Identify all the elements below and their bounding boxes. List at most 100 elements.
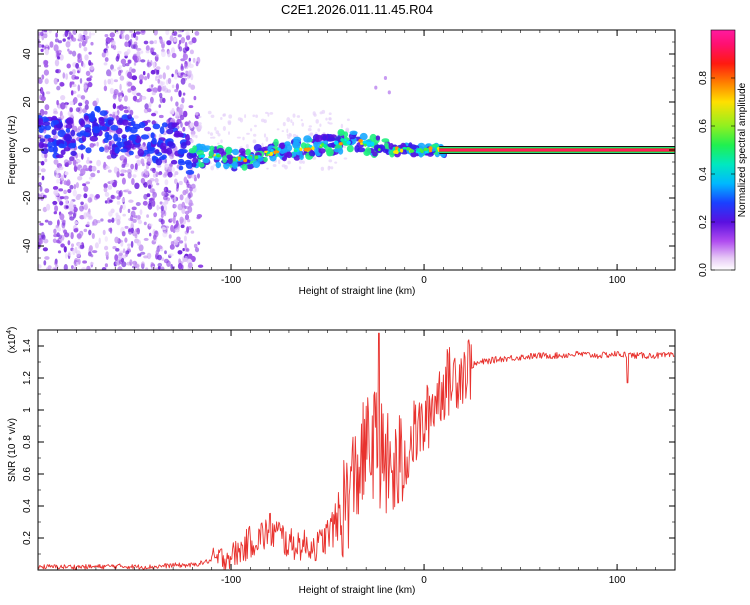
spectrogram-track-blob (181, 149, 188, 154)
spectrogram-noise-dot (61, 221, 66, 229)
spectrogram-noise-dot (123, 109, 129, 114)
spectrogram-noise-dot (40, 168, 46, 173)
spectrogram-noise-dot (79, 244, 85, 250)
spectrogram-noise-dot (172, 216, 176, 224)
spectrogram-noise-dot (319, 111, 323, 115)
spectrogram-noise-dot (58, 234, 62, 239)
spectrogram-noise-dot (150, 84, 154, 88)
spectrogram-noise-dot (120, 173, 125, 177)
spectrogram-noise-dot (90, 172, 96, 178)
spectrogram-noise-dot (84, 35, 90, 40)
spectrogram-panel: -100 0 100 -40 -20 0 20 40 Height of straight l… (7, 29, 676, 297)
spectrogram-noise-dot (82, 164, 88, 171)
spectrogram-track-blob (349, 130, 358, 135)
spectrogram-noise-dot (85, 159, 90, 164)
spectrogram-noise-dot (107, 185, 113, 190)
spectrogram-noise-dot (313, 113, 317, 117)
spectrogram-noise-dot (198, 124, 203, 130)
spectrogram-noise-dot (38, 264, 42, 269)
spectrogram-track-blob (143, 126, 152, 132)
spectrogram-noise-dot (44, 219, 49, 223)
spectrogram-noise-dot (330, 166, 334, 170)
spectrogram-noise-dot (131, 75, 138, 81)
spectrogram-noise-dot (112, 181, 117, 188)
spectrogram-noise-dot (173, 173, 176, 177)
spectrogram-noise-dot (146, 61, 152, 68)
spectrogram-noise-dot (180, 77, 186, 85)
spectrogram-noise-dot (125, 63, 130, 67)
spectrogram-noise-dot (315, 119, 319, 124)
spectrogram-noise-dot (210, 136, 213, 139)
spectrogram-noise-dot (80, 95, 86, 100)
spectrogram-track-peak (340, 138, 345, 142)
spectrogram-noise-dot (170, 96, 173, 102)
spectrogram-noise-dot (115, 248, 120, 252)
spectrogram-noise-dot (59, 201, 64, 206)
spectrogram-noise-dot (340, 123, 344, 129)
spectrogram-noise-dot (59, 181, 63, 185)
spectrogram-noise-dot (170, 224, 174, 233)
spectrogram-noise-dot (146, 193, 151, 198)
spectrogram-noise-dot (109, 227, 113, 234)
spectrogram-noise-dot (154, 178, 159, 183)
spectrogram-track-peak (395, 149, 399, 155)
spectrogram-noise-dot (179, 114, 185, 121)
spectrogram-track-blob (252, 160, 261, 168)
spectrogram-noise-dot (72, 189, 78, 197)
spectrogram-noise-dot (44, 78, 49, 85)
spectrogram-noise-dot (67, 48, 70, 52)
spectrogram-noise-dot (173, 37, 178, 42)
spectrogram-noise-dot (136, 239, 141, 247)
spectrogram-noise-dot (44, 256, 50, 260)
spectrogram-noise-dot (109, 113, 113, 117)
spectrogram-noise-dot (83, 228, 88, 233)
spectrogram-noise-dot (164, 171, 168, 177)
spectrogram-noise-dot (138, 97, 142, 102)
spectrogram-track-peak (208, 156, 213, 159)
spectrogram-track-blob (388, 143, 394, 150)
spectrogram-noise-dot (102, 229, 106, 236)
spectrogram-noise-dot (220, 139, 223, 144)
spectrogram-noise-dot (43, 260, 47, 266)
colorbar-tick-label: 0.6 (698, 119, 709, 133)
spectrogram-noise-dot (180, 224, 185, 229)
spectrogram-noise-dot (92, 219, 98, 226)
spectrogram-noise-dot (191, 37, 197, 44)
spectrogram-noise-dot (83, 84, 88, 91)
spectrogram-track-blob (92, 126, 101, 134)
spectrogram-noise-dot (56, 100, 59, 106)
spectrogram-noise-dot (159, 36, 163, 45)
spectrogram-track-blob (84, 115, 89, 121)
spectrogram-noise-dot (292, 133, 297, 138)
spectrogram-noise-dot (119, 69, 123, 73)
spectrogram-noise-dot (173, 31, 178, 37)
spectrogram-track-blob (121, 134, 127, 139)
spectrogram-noise-dot (86, 265, 91, 270)
spectrogram-noise-dot (261, 142, 264, 148)
snr-ticks: -100 0 100 0.2 0.4 0.6 0.8 1 1.2 1.4 (22, 330, 676, 586)
spectrogram-noise-dot (148, 184, 152, 189)
spectrogram-noise-dot (171, 107, 175, 115)
snr-y-tick-label: 1.4 (22, 339, 33, 353)
spectrogram-noise-dot (228, 114, 233, 119)
spectrogram-noise-dot (41, 44, 45, 48)
spectrogram-noise-dot (134, 163, 138, 170)
spectrogram-track-peak (358, 139, 363, 143)
spectrogram-noise-dot (54, 261, 58, 266)
spectrogram-noise-dot (308, 125, 312, 128)
spectrogram-noise-dot (122, 213, 126, 217)
spectrogram-noise-dot (180, 121, 183, 128)
spectrogram-noise-dot (213, 163, 216, 167)
spectrogram-noise-dot (194, 247, 200, 253)
spectrogram-noise-dot (38, 134, 42, 139)
spectrogram-noise-dot (147, 72, 150, 80)
spectrogram-noise-dot (143, 221, 147, 226)
spectrogram-track-blob (115, 137, 122, 142)
spectrogram-track-blob (55, 154, 64, 159)
spectrogram-noise-dot (189, 49, 194, 55)
spectrogram-noise-dot (83, 30, 88, 36)
snr-x-axis-title: Height of straight line (km) (299, 585, 416, 596)
spectrogram-noise-dot (116, 200, 121, 205)
spectrogram-track-peak (338, 142, 343, 146)
